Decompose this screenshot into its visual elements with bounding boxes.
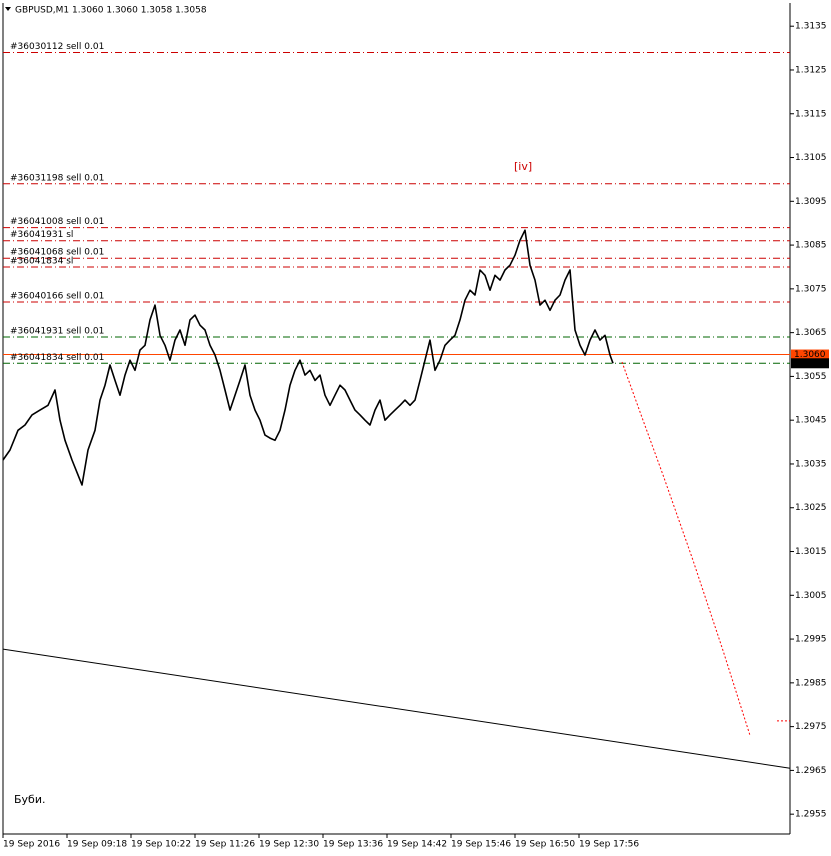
price-tag [791, 349, 829, 360]
order-label: #36041834 sl [10, 256, 73, 266]
y-tick-label: 1.3095 [795, 197, 827, 207]
y-tick-label: 1.3085 [795, 241, 827, 251]
y-tick-label: 1.3075 [795, 284, 827, 294]
y-tick-label: 1.2985 [795, 678, 827, 688]
chart-title: GBPUSD,M1 1.3060 1.3060 1.3058 1.3058 [15, 6, 207, 16]
y-tick-label: 1.2955 [795, 810, 827, 820]
y-tick-label: 1.3035 [795, 459, 827, 469]
series-line [621, 361, 751, 736]
y-tick-label: 1.3125 [795, 65, 827, 75]
y-tick-label: 1.3005 [795, 591, 827, 601]
order-label: #36031198 sell 0.01 [10, 173, 104, 183]
y-tick-label: 1.3065 [795, 328, 827, 338]
y-tick-label: 1.3105 [795, 153, 827, 163]
x-tick-label: 19 Sep 15:46 [451, 840, 511, 850]
menu-triangle [5, 7, 11, 11]
order-label: #36030112 sell 0.01 [10, 42, 104, 52]
x-tick-label: 19 Sep 12:30 [259, 840, 319, 850]
x-tick-label: 19 Sep 2016 [3, 840, 60, 850]
x-tick-label: 19 Sep 10:22 [131, 840, 191, 850]
price-tag [791, 358, 829, 369]
order-label: #36041931 sell 0.01 [10, 327, 104, 337]
order-label: #36041008 sell 0.01 [10, 217, 104, 227]
y-tick-label: 1.3055 [795, 372, 827, 382]
annotation: [iv] [514, 160, 532, 173]
y-tick-label: 1.2975 [795, 722, 827, 732]
series-line [2, 648, 791, 769]
order-label: #36040166 sell 0.01 [10, 291, 104, 301]
series-line [2, 229, 614, 486]
x-tick-label: 19 Sep 13:36 [323, 840, 383, 850]
annotation: Буби. [14, 793, 46, 806]
x-tick-label: 19 Sep 09:18 [67, 840, 127, 850]
y-tick-label: 1.2995 [795, 635, 827, 645]
price-tag-label: 1.3060 [794, 350, 826, 360]
y-tick-label: 1.3135 [795, 22, 827, 32]
price-tag-label: 1.3058 [794, 359, 826, 369]
x-tick-label: 19 Sep 17:56 [579, 840, 639, 850]
order-label: #36041931 sl [10, 230, 73, 240]
x-tick-label: 19 Sep 16:50 [515, 840, 575, 850]
y-tick-label: 1.3115 [795, 109, 827, 119]
order-label: #36041068 sell 0.01 [10, 248, 104, 258]
x-tick-label: 19 Sep 11:26 [195, 840, 255, 850]
y-tick-label: 1.3045 [795, 416, 827, 426]
order-label: #36041834 sell 0.01 [10, 353, 104, 363]
y-tick-label: 1.3015 [795, 547, 827, 557]
y-tick-label: 1.2965 [795, 766, 827, 776]
x-tick-label: 19 Sep 14:42 [387, 840, 447, 850]
y-tick-label: 1.3025 [795, 503, 827, 513]
